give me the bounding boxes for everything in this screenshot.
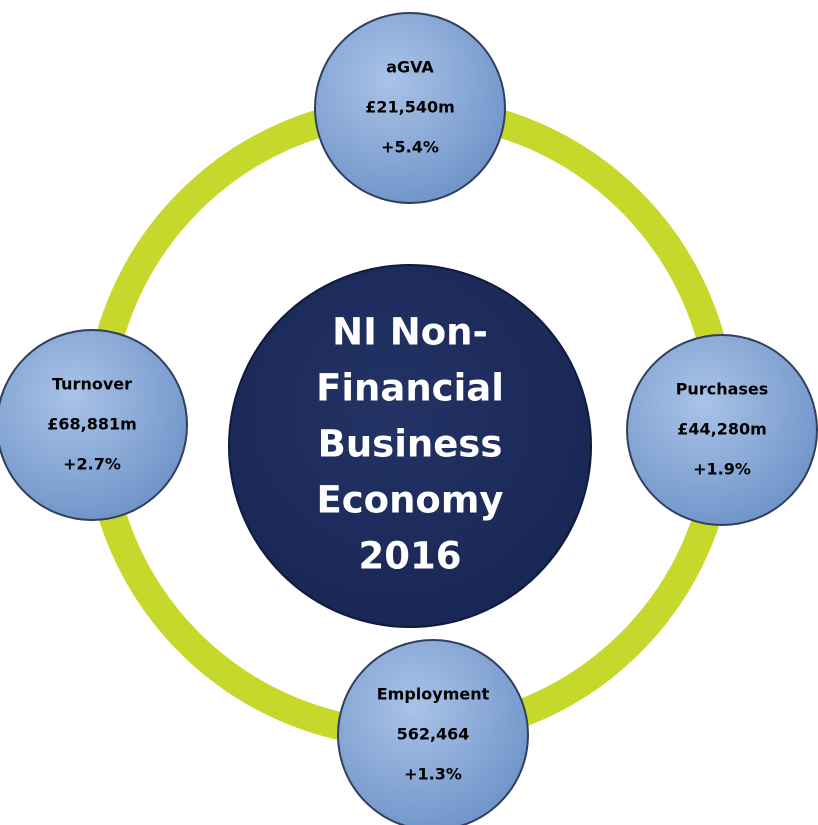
node-change: +1.9% <box>693 460 751 479</box>
node-value: £68,881m <box>47 415 137 434</box>
node-change: +1.3% <box>404 765 462 784</box>
node-label: Employment <box>377 685 490 704</box>
center-title: NI Non- Financial Business Economy 2016 <box>316 311 504 578</box>
node-change: +5.4% <box>381 138 439 157</box>
center-line: Economy <box>316 479 503 522</box>
node-circle <box>626 334 818 526</box>
center-line: NI Non- <box>332 311 488 354</box>
center-circle <box>228 264 592 628</box>
node-value: £21,540m <box>365 98 455 117</box>
node-circle <box>0 329 188 521</box>
center-line: Business <box>318 423 503 466</box>
node-label: Purchases <box>676 380 769 399</box>
node-change: +2.7% <box>63 455 121 474</box>
node-value: 562,464 <box>397 725 470 744</box>
node-circle <box>314 12 506 204</box>
node-label: Turnover <box>52 375 132 394</box>
node-value: £44,280m <box>677 420 767 439</box>
center-line: Financial <box>316 367 504 410</box>
node-label: aGVA <box>386 58 434 77</box>
nodes: aGVA £21,540m +5.4% Purchases £44,280m +1.9% E… <box>0 12 818 825</box>
node-circle <box>337 639 529 825</box>
center-line: 2016 <box>359 535 462 578</box>
